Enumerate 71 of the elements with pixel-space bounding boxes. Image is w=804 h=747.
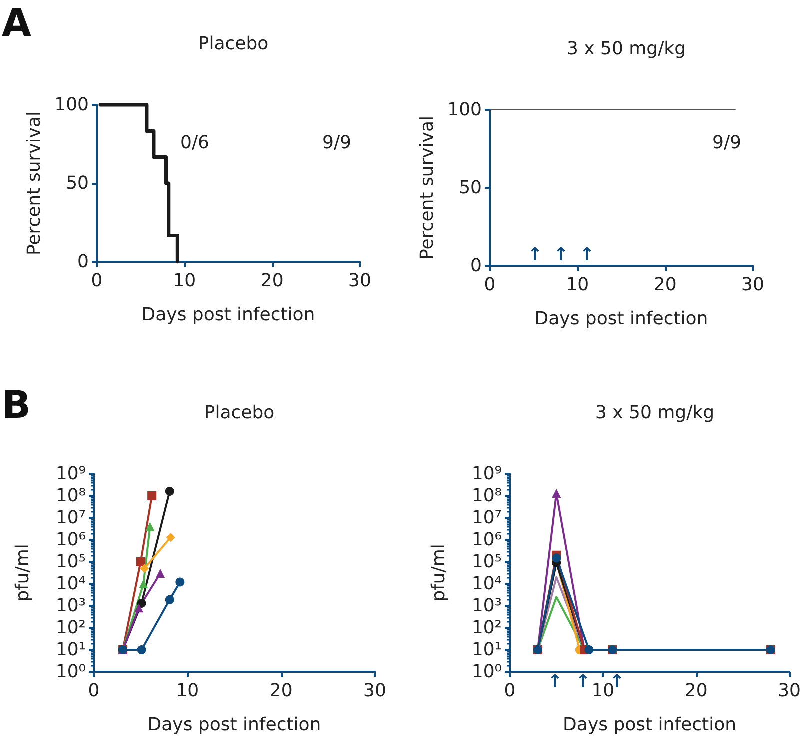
y-tick-label: 100: [448, 100, 482, 120]
y-tick-label: 10⁰: [472, 662, 502, 682]
chart-title: Placebo: [204, 402, 275, 424]
chart-title: 3 x 50 mg/kg: [595, 402, 715, 424]
y-tick-label: 0: [78, 252, 89, 272]
point: [166, 532, 176, 542]
y-tick-label: 10⁷: [472, 508, 502, 528]
text: A: [2, 1, 32, 45]
x-tick-label: 20: [684, 680, 708, 702]
point: [165, 487, 174, 496]
annotation: ↑: [579, 244, 595, 266]
x-tick-label: 30: [364, 680, 386, 702]
point: [584, 646, 594, 654]
annotation: ↑: [553, 244, 569, 266]
annotation: 0/6: [180, 132, 210, 154]
point: [165, 595, 174, 604]
y-tick-label: 10⁷: [56, 508, 86, 528]
x-tick-label: 0: [91, 270, 103, 292]
x-tick-label: 10: [176, 680, 200, 702]
y-tick-label: 10⁶: [472, 530, 502, 550]
x-axis-title: Days post infection: [563, 714, 736, 736]
y-tick-label: 10¹: [472, 640, 502, 660]
x-tick-label: 10: [173, 270, 196, 292]
x-tick-label: 0: [504, 680, 516, 702]
y-tick-label: 50: [66, 173, 89, 194]
y-tick-label: 10⁹: [56, 464, 86, 484]
x-tick-label: 30: [348, 270, 372, 292]
y-axis-title: pfu/ml: [12, 544, 34, 602]
point: [140, 564, 150, 574]
y-tick-label: 10⁹: [472, 464, 502, 484]
y-tick-label: 10⁸: [472, 486, 502, 506]
annotation: 9/9: [712, 132, 742, 154]
point: [137, 646, 146, 654]
y-tick-label: 100: [54, 94, 89, 116]
point: [176, 578, 185, 587]
x-axis-title: Days post infection: [142, 304, 316, 326]
text: B: [2, 383, 31, 427]
x-tick-label: 30: [778, 680, 801, 702]
y-tick-label: 10²: [472, 618, 502, 638]
x-tick-label: 20: [270, 680, 293, 702]
x-tick-label: 20: [654, 274, 677, 296]
point: [148, 492, 157, 500]
x-tick-label: 10: [566, 274, 590, 296]
y-tick-label: 10¹: [56, 640, 86, 660]
y-tick-label: 50: [459, 178, 482, 198]
annotation: ↑: [527, 244, 543, 266]
y-tick-label: 10⁴: [472, 574, 502, 594]
y-axis-title: Percent survival: [417, 116, 438, 260]
chart-title: 3 x 50 mg/kg: [566, 38, 686, 60]
chart-title: Placebo: [198, 34, 269, 54]
y-tick-label: 10⁸: [56, 486, 86, 506]
y-tick-label: 10²: [56, 618, 86, 638]
y-tick-label: 10⁵: [56, 552, 86, 572]
x-axis-title: Days post infection: [148, 714, 322, 736]
y-tick-label: 10⁵: [472, 552, 502, 572]
y-tick-label: 0: [470, 256, 482, 276]
y-tick-label: 10³: [472, 596, 502, 616]
annotation: ↑: [547, 672, 563, 692]
y-axis-title: pfu/ml: [428, 544, 450, 602]
point: [136, 558, 146, 566]
x-axis-title: Days post infection: [534, 308, 708, 330]
y-tick-label: 10⁰: [56, 662, 86, 682]
y-tick-label: 10⁶: [56, 530, 86, 550]
x-tick-label: 20: [260, 270, 284, 292]
point: [552, 554, 562, 563]
y-tick-label: 10⁴: [56, 574, 86, 594]
annotation: ↑: [575, 672, 591, 692]
x-tick-label: 30: [742, 274, 764, 296]
annotation: 9/9: [322, 132, 352, 154]
y-tick-label: 10³: [56, 596, 86, 616]
y-axis-title: Percent survival: [24, 112, 46, 256]
